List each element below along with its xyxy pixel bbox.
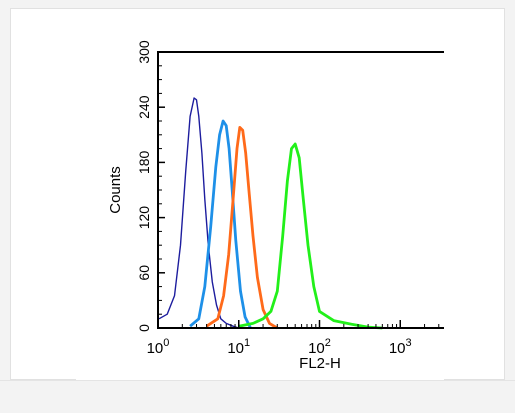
y-tick-label: 240 [136,95,152,119]
x-tick-label: 100 [147,337,170,357]
x-tick-label: 101 [227,337,250,357]
y-tick-label: 120 [136,206,152,230]
labels-layer: 100101102103104060120180240300 [136,40,492,357]
y-tick-label: 0 [136,324,152,332]
x-tick-label: 103 [389,337,412,357]
series-line-2 [189,119,252,329]
series-layer [158,97,383,330]
series-line-4 [238,142,383,330]
x-axis-label: FL2-H [299,355,341,372]
y-tick-label: 300 [136,40,152,64]
y-tick-label: 60 [136,265,152,281]
footer-bar [0,380,515,413]
x-tick-label: 102 [308,337,331,357]
series-line-1 [158,97,240,329]
histogram-panel: 100101102103104060120180240300 FL2-H Cou… [76,16,492,384]
histogram-chart: 100101102103104060120180240300 FL2-H Cou… [107,40,492,372]
y-tick-label: 180 [136,151,152,175]
y-axis-label: Counts [107,166,124,214]
series-line-3 [205,126,279,330]
